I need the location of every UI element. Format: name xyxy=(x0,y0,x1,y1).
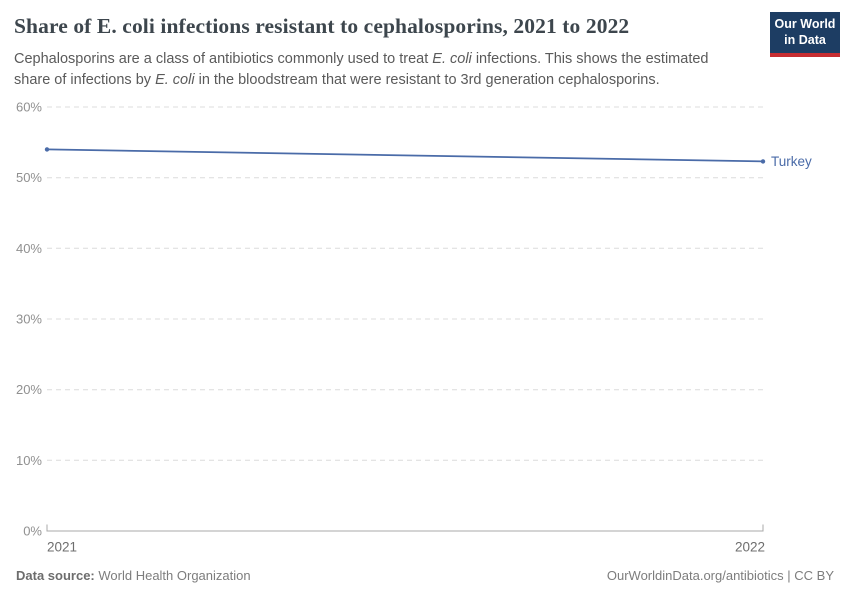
owid-logo-line2: in Data xyxy=(784,33,826,47)
y-tick-label: 10% xyxy=(16,453,42,468)
chart-title: Share of E. coli infections resistant to… xyxy=(14,14,630,38)
owid-logo-line1: Our World xyxy=(774,17,836,31)
chart-subtitle: Cephalosporins are a class of antibiotic… xyxy=(14,51,709,89)
y-tick-label: 20% xyxy=(16,382,42,397)
owid-logo[interactable]: Our World in Data xyxy=(770,12,840,57)
data-point-2022[interactable] xyxy=(760,159,766,164)
y-tick-label: 50% xyxy=(16,170,42,185)
series-label-turkey[interactable]: Turkey xyxy=(771,154,812,169)
data-source-value: World Health Organization xyxy=(98,568,251,583)
data-point-2021[interactable] xyxy=(44,147,50,152)
data-source-label: Data source: xyxy=(16,568,95,583)
y-tick-label: 60% xyxy=(16,100,42,115)
data-source-text: Data source: World Health Organization xyxy=(16,568,251,583)
credit-link[interactable]: OurWorldinData.org/antibiotics | CC BY xyxy=(606,568,834,583)
y-tick-label: 0% xyxy=(23,524,42,539)
x-tick-label-2021: 2021 xyxy=(47,540,77,555)
y-tick-label: 40% xyxy=(16,241,42,256)
chart-footer: Data source: World Health Organization O… xyxy=(0,568,850,583)
y-tick-label: 30% xyxy=(16,312,42,327)
x-axis-line xyxy=(46,524,764,532)
series-line-turkey[interactable] xyxy=(46,148,764,163)
x-tick-label-2022: 2022 xyxy=(735,540,765,555)
